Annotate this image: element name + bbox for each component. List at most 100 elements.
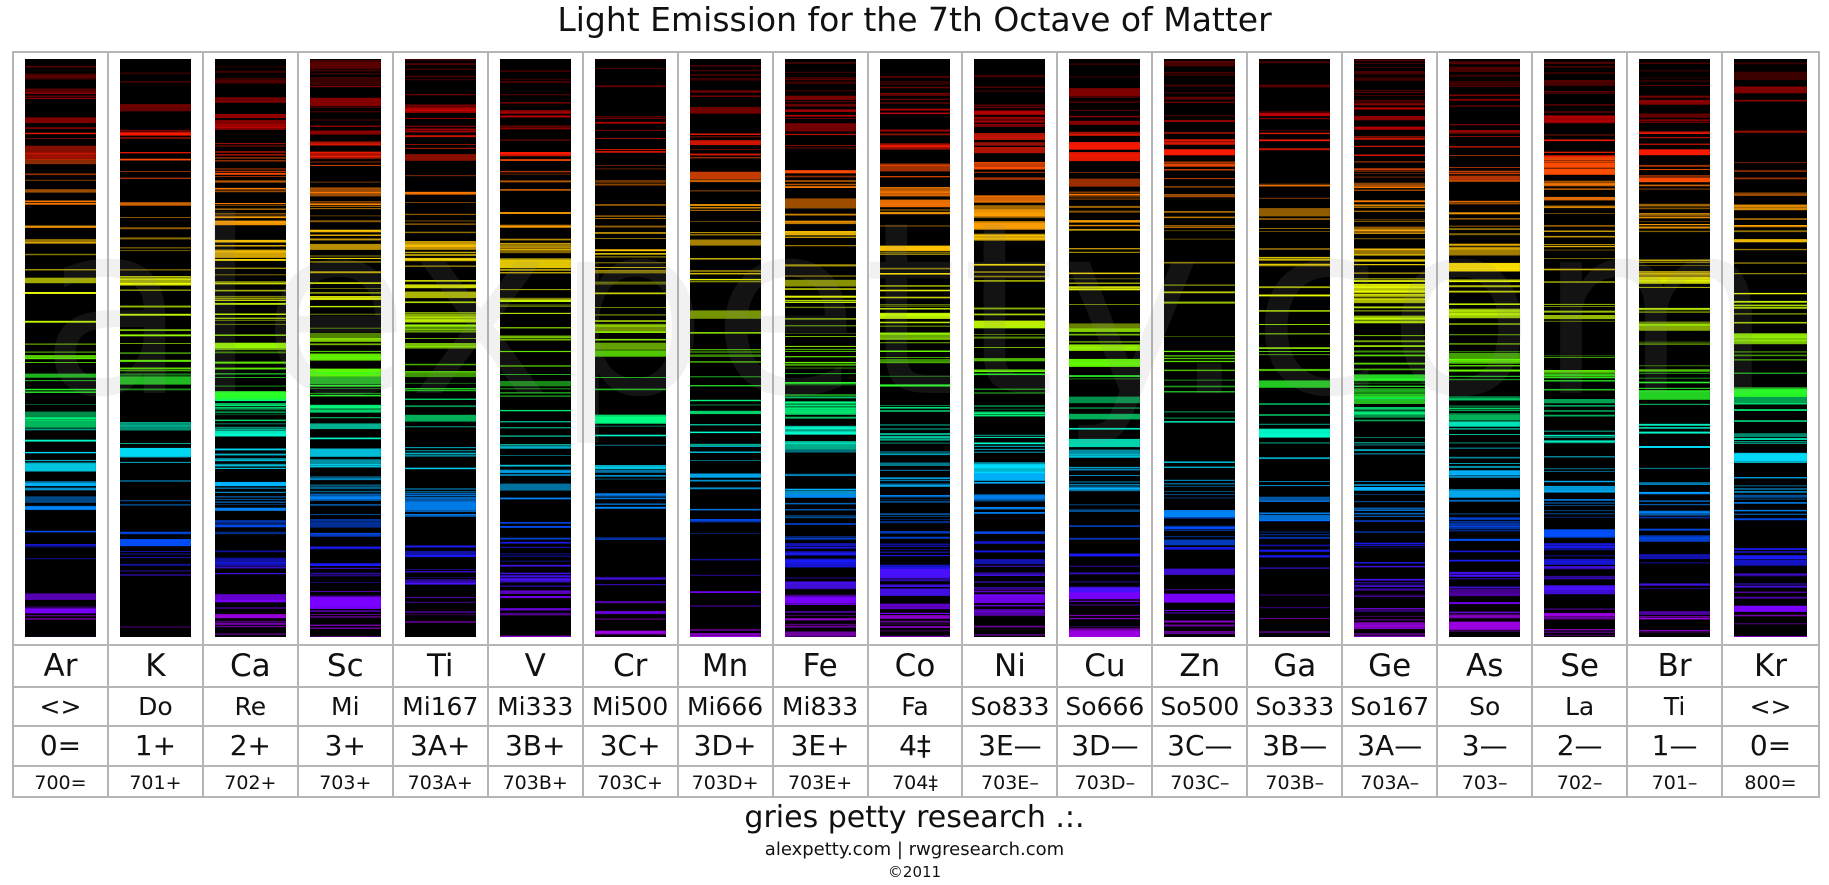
emission-line: [689, 574, 761, 576]
emission-line: [1639, 217, 1711, 219]
emission-line: [784, 231, 856, 233]
emission-line: [1259, 531, 1331, 533]
emission-line: [1259, 208, 1331, 217]
emission-line: [499, 225, 571, 227]
emission-line: [404, 144, 476, 145]
emission-line: [594, 232, 666, 234]
emission-line: [1639, 583, 1711, 585]
emission-line: [784, 450, 856, 452]
emission-line: [404, 130, 476, 133]
emission-line: [25, 496, 96, 498]
emission-line: [25, 73, 96, 75]
emission-line: [1449, 146, 1521, 148]
emission-line: [1449, 136, 1521, 137]
emission-line: [499, 553, 571, 555]
emission-line: [309, 373, 381, 375]
element-column: Br Ti 1— 701–: [1628, 53, 1724, 796]
emission-line: [1354, 89, 1426, 92]
emission-line: [1354, 221, 1426, 222]
emission-line: [309, 572, 381, 575]
emission-line: [25, 95, 96, 97]
emission-line: [25, 411, 96, 419]
emission-line: [1354, 335, 1426, 336]
emission-line: [974, 280, 1046, 282]
emission-line: [879, 623, 951, 625]
emission-line: [784, 451, 856, 453]
emission-line: [879, 579, 951, 581]
emission-line: [1734, 441, 1807, 443]
emission-line: [1449, 621, 1521, 630]
emission-line: [974, 594, 1046, 597]
spectra-grid: Ar <> 0= 700= K Do 1+ 701+ Ca Re 2+ 702+ Sc Mi 3+ 703+ T…: [12, 51, 1820, 798]
emission-line: [1734, 586, 1807, 588]
emission-line: [974, 451, 1046, 453]
emission-line: [1639, 261, 1711, 263]
emission-line: [784, 433, 856, 434]
emission-line: [404, 621, 476, 623]
emission-line: [784, 95, 856, 100]
emission-line: [214, 172, 286, 175]
emission-line: [1069, 629, 1141, 631]
emission-line: [1164, 60, 1236, 63]
emission-line: [214, 319, 286, 321]
emission-line: [1639, 224, 1711, 226]
emission-line: [1354, 298, 1426, 301]
element-tone: Mi: [298, 686, 392, 725]
emission-line: [594, 478, 666, 480]
emission-line: [1734, 86, 1807, 88]
emission-line: [784, 441, 856, 450]
emission-line: [119, 269, 191, 271]
emission-line: [309, 484, 381, 486]
emission-line: [1544, 548, 1616, 551]
emission-line: [1639, 365, 1711, 367]
emission-line: [214, 614, 286, 619]
emission-line: [214, 408, 286, 410]
emission-line: [25, 277, 96, 284]
emission-line: [309, 417, 381, 419]
emission-line: [1449, 472, 1521, 474]
emission-line: [25, 373, 96, 378]
emission-line: [879, 549, 951, 550]
emission-line: [784, 558, 856, 560]
emission-line: [1354, 182, 1426, 185]
emission-line: [879, 187, 951, 196]
emission-line: [1449, 589, 1521, 595]
emission-line: [119, 177, 191, 179]
emission-line: [784, 62, 856, 64]
emission-line: [25, 380, 96, 382]
emission-line: [1639, 308, 1711, 311]
emission-line: [499, 427, 571, 428]
emission-line: [214, 334, 286, 336]
emission-line: [974, 136, 1046, 138]
emission-line: [25, 506, 96, 510]
emission-line: [1734, 262, 1807, 264]
emission-line: [1449, 434, 1521, 435]
element-column: Ni So833 3E— 703E–: [963, 53, 1059, 796]
emission-line: [1069, 362, 1141, 364]
emission-line: [689, 635, 761, 637]
emission-line: [1354, 635, 1426, 637]
element-tone: So167: [1343, 686, 1437, 725]
emission-line: [1734, 454, 1807, 463]
element-tone: La: [1533, 686, 1627, 725]
emission-line: [1164, 358, 1236, 360]
emission-line: [214, 532, 286, 535]
emission-line: [1354, 99, 1426, 102]
emission-line: [974, 479, 1046, 481]
emission-line: [214, 351, 286, 354]
emission-line: [119, 370, 191, 372]
emission-line: [1164, 517, 1236, 519]
emission-line: [784, 554, 856, 556]
emission-line: [879, 76, 951, 78]
emission-line: [214, 119, 286, 122]
element-octave: 3E+: [773, 725, 867, 765]
element-code: 702+: [203, 765, 297, 800]
emission-line: [499, 526, 571, 528]
emission-line: [1734, 307, 1807, 309]
emission-line: [25, 189, 96, 193]
emission-line: [1544, 180, 1616, 183]
emission-line: [689, 431, 761, 434]
emission-line: [309, 582, 381, 583]
emission-line: [1449, 413, 1521, 414]
emission-line: [119, 130, 191, 132]
